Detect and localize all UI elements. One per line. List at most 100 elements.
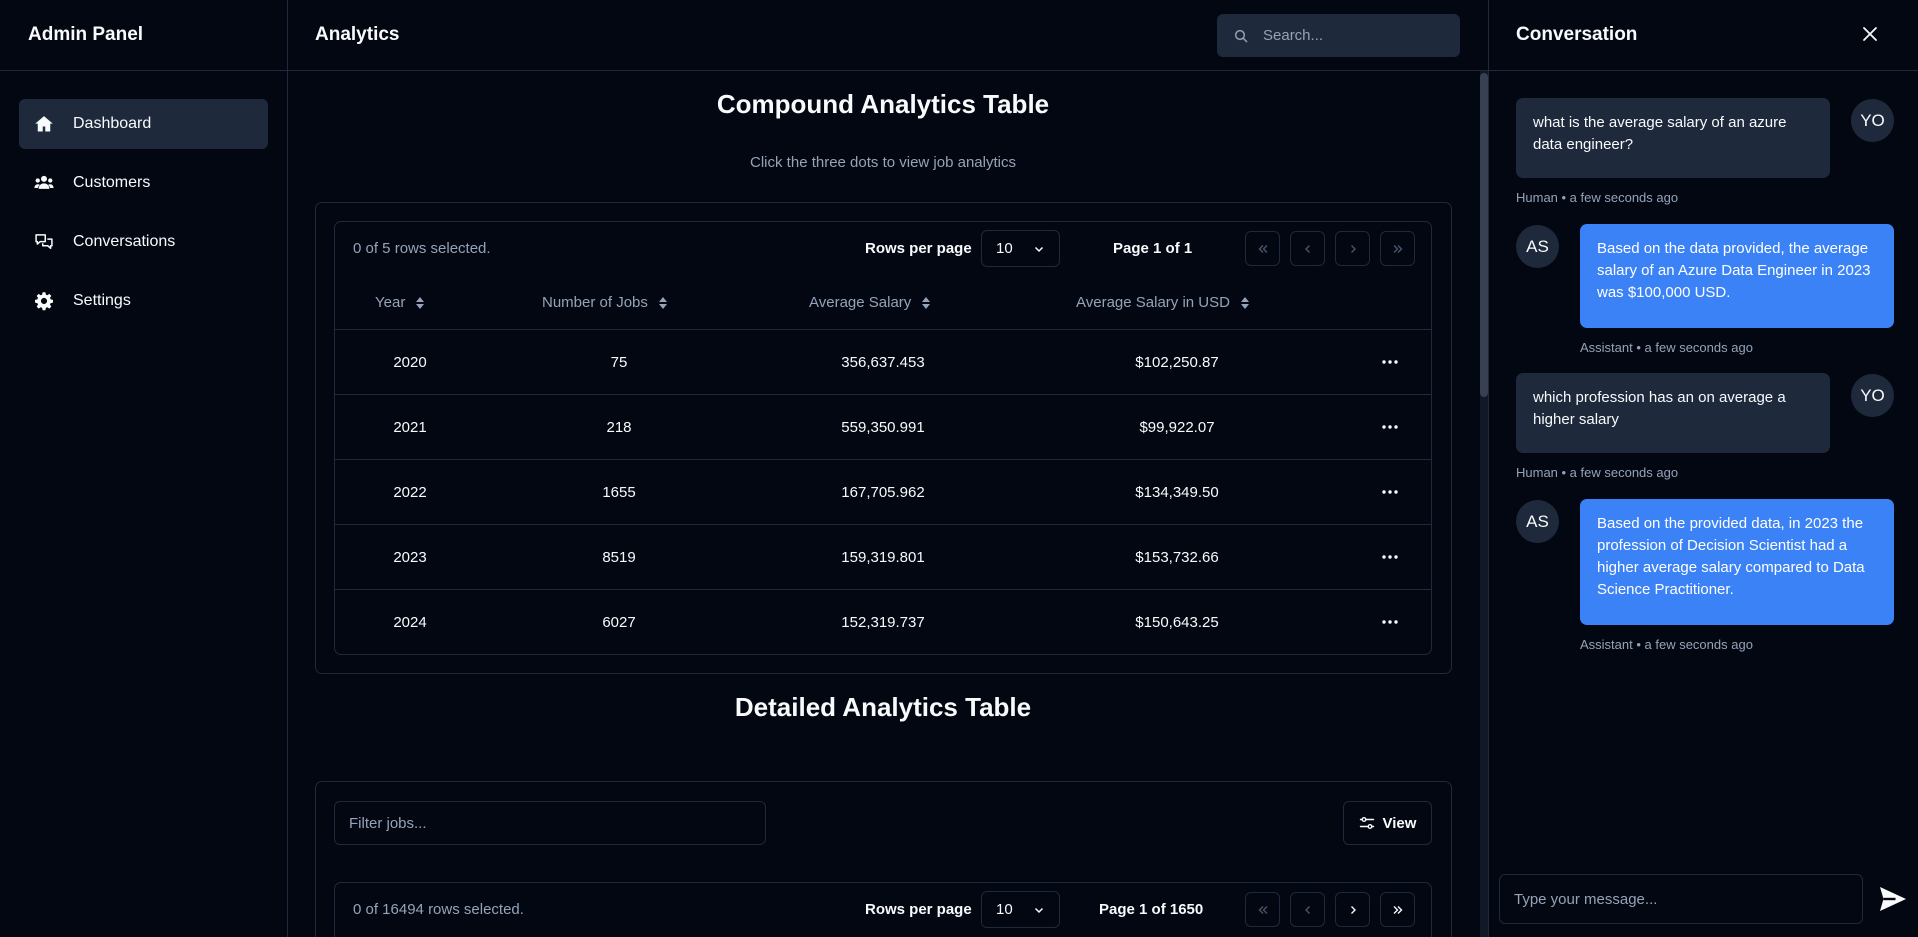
gear-icon — [33, 290, 55, 312]
table-row[interactable]: 2024 6027 152,319.737 $150,643.25 — [335, 590, 1431, 655]
search-input[interactable] — [1263, 27, 1433, 44]
scrollbar-thumb[interactable] — [1480, 73, 1488, 397]
cell-average-salary: 356,637.453 — [841, 354, 925, 371]
message-bubble-human: what is the average salary of an azure d… — [1516, 98, 1830, 178]
sidebar-item-settings[interactable]: Settings — [19, 276, 268, 326]
search-icon — [1234, 29, 1248, 42]
rows-per-page-select[interactable]: 10 — [981, 230, 1060, 267]
column-header-average-salary-usd[interactable]: Average Salary in USD — [1076, 294, 1250, 311]
page-info: Page 1 of 1 — [1113, 240, 1193, 257]
more-horizontal-icon — [1382, 620, 1398, 624]
more-horizontal-icon — [1382, 425, 1398, 429]
sidebar: Admin Panel Dashboard Customers Conversa… — [0, 0, 288, 937]
chat-bubbles-icon — [33, 231, 55, 253]
column-header-number-of-jobs[interactable]: Number of Jobs — [542, 294, 668, 311]
row-actions-button[interactable] — [1375, 612, 1405, 632]
message-meta: Assistant • a few seconds ago — [1580, 637, 1753, 652]
prev-page-button[interactable] — [1290, 231, 1325, 266]
table-row[interactable]: 2021 218 559,350.991 $99,922.07 — [335, 395, 1431, 460]
cell-average-salary: 559,350.991 — [841, 419, 925, 436]
cell-jobs: 75 — [610, 354, 628, 371]
sidebar-item-label: Conversations — [73, 233, 176, 250]
detailed-table-title: Detailed Analytics Table — [734, 692, 1032, 722]
cell-year: 2021 — [393, 419, 427, 436]
page-title: Analytics — [315, 24, 400, 45]
column-header-average-salary[interactable]: Average Salary — [809, 294, 931, 311]
compound-table-subtitle: Click the three dots to view job analyti… — [750, 154, 1016, 171]
sidebar-header: Admin Panel — [0, 0, 287, 71]
sidebar-item-dashboard[interactable]: Dashboard — [19, 99, 268, 149]
first-page-button[interactable] — [1245, 231, 1280, 266]
sidebar-item-customers[interactable]: Customers — [19, 158, 268, 208]
sidebar-item-label: Customers — [73, 174, 151, 191]
avatar: YO — [1851, 374, 1894, 417]
cell-average-salary-usd: $102,250.87 — [1135, 354, 1219, 371]
prev-page-button[interactable] — [1290, 892, 1325, 927]
cell-jobs: 1655 — [602, 484, 636, 501]
filter-jobs-input[interactable] — [334, 801, 766, 845]
chevron-down-icon — [1034, 907, 1044, 914]
table-row[interactable]: 2020 75 356,637.453 $102,250.87 — [335, 330, 1431, 395]
selected-rows-text: 0 of 5 rows selected. — [353, 240, 491, 257]
message-input[interactable] — [1499, 874, 1863, 924]
conversation-header: Conversation — [1489, 0, 1918, 71]
next-page-button[interactable] — [1335, 892, 1370, 927]
cell-year: 2024 — [393, 614, 427, 631]
more-horizontal-icon — [1382, 490, 1398, 494]
sort-icon — [922, 296, 931, 309]
column-header-year[interactable]: Year — [375, 294, 425, 311]
detailed-table-card — [315, 781, 1452, 937]
search-box[interactable] — [1217, 14, 1460, 57]
row-actions-button[interactable] — [1375, 417, 1405, 437]
compound-table: 0 of 5 rows selected. Rows per page 10 P… — [334, 221, 1432, 655]
message-meta: Human • a few seconds ago — [1516, 465, 1679, 480]
view-options-button[interactable]: View — [1343, 801, 1432, 845]
row-actions-button[interactable] — [1375, 352, 1405, 372]
chevrons-right-icon — [1393, 244, 1402, 253]
first-page-button[interactable] — [1245, 892, 1280, 927]
users-icon — [33, 172, 55, 194]
compound-pagination: 0 of 5 rows selected. Rows per page 10 P… — [335, 222, 1431, 276]
row-actions-button[interactable] — [1375, 482, 1405, 502]
column-header-label: Year — [375, 294, 406, 311]
rows-per-page-label: Rows per page — [865, 901, 972, 918]
cell-average-salary-usd: $150,643.25 — [1135, 614, 1219, 631]
send-icon[interactable] — [1879, 886, 1907, 912]
conversation-panel: Conversation what is the average salary … — [1488, 0, 1918, 937]
message-meta: Human • a few seconds ago — [1516, 190, 1679, 205]
sidebar-item-conversations[interactable]: Conversations — [19, 217, 268, 267]
rows-per-page-value: 10 — [996, 901, 1013, 918]
message-bubble-assistant: Based on the data provided, the average … — [1580, 224, 1894, 328]
cell-average-salary: 159,319.801 — [841, 549, 925, 566]
conversation-title: Conversation — [1516, 24, 1638, 45]
scrollbar[interactable] — [1480, 71, 1488, 937]
close-icon[interactable] — [1860, 24, 1880, 44]
rows-per-page-select[interactable]: 10 — [981, 891, 1060, 928]
detailed-pagination: 0 of 16494 rows selected. Rows per page … — [335, 883, 1431, 937]
message-bubble-assistant: Based on the provided data, in 2023 the … — [1580, 499, 1894, 625]
next-page-button[interactable] — [1335, 231, 1370, 266]
more-horizontal-icon — [1382, 360, 1398, 364]
sidebar-nav: Dashboard Customers Conversations Settin… — [0, 71, 287, 326]
last-page-button[interactable] — [1380, 231, 1415, 266]
cell-year: 2022 — [393, 484, 427, 501]
message-meta: Assistant • a few seconds ago — [1580, 340, 1753, 355]
detailed-table: 0 of 16494 rows selected. Rows per page … — [334, 882, 1432, 937]
sort-icon — [1240, 296, 1249, 309]
page-info: Page 1 of 1650 — [1099, 901, 1204, 918]
cell-jobs: 8519 — [602, 549, 636, 566]
last-page-button[interactable] — [1380, 892, 1415, 927]
scroll-area[interactable]: Compound Analytics Table Click the three… — [288, 71, 1488, 937]
compound-table-card — [315, 202, 1452, 674]
column-header-label: Average Salary — [809, 294, 912, 311]
row-actions-button[interactable] — [1375, 547, 1405, 567]
sidebar-item-label: Settings — [73, 292, 131, 309]
selected-rows-text: 0 of 16494 rows selected. — [353, 901, 524, 918]
sort-icon — [658, 296, 667, 309]
topbar: Analytics — [288, 0, 1488, 71]
cell-average-salary-usd: $99,922.07 — [1139, 419, 1215, 436]
table-row[interactable]: 2023 8519 159,319.801 $153,732.66 — [335, 525, 1431, 590]
message-bubble-human: which profession has an on average a hig… — [1516, 373, 1830, 453]
column-header-label: Number of Jobs — [542, 294, 648, 311]
table-row[interactable]: 2022 1655 167,705.962 $134,349.50 — [335, 460, 1431, 525]
